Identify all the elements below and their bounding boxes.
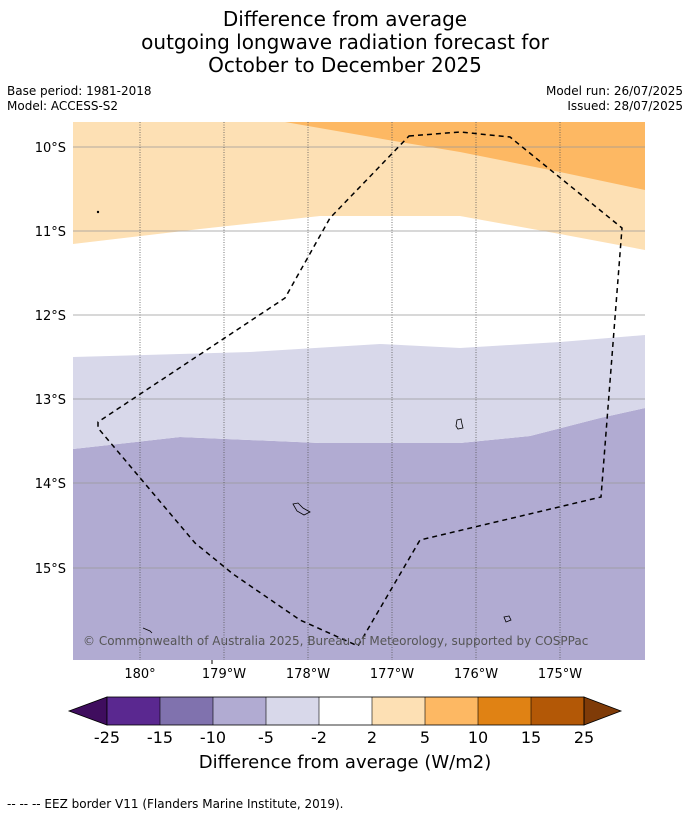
colorbar-tick: 5 — [420, 728, 430, 747]
colorbar-tick: 25 — [574, 728, 594, 747]
title-line-2: outgoing longwave radiation forecast for — [141, 30, 549, 54]
colorbar-swatch — [107, 697, 160, 725]
lat-label: 12°S — [35, 309, 66, 324]
latitude-labels: 10°S 11°S 12°S 13°S 14°S 15°S — [35, 141, 66, 577]
copyright-notice: © Commonwealth of Australia 2025, Bureau… — [83, 634, 588, 648]
colorbar-tick: -2 — [311, 728, 327, 747]
lon-label: 176°W — [454, 667, 498, 682]
colorbar-label: Difference from average (W/m2) — [198, 752, 492, 773]
lon-label: 175°W — [538, 667, 582, 682]
model-name: Model: ACCESS-S2 — [7, 99, 119, 113]
band-5-to-10 — [285, 122, 645, 190]
latitude-gridlines — [73, 146, 645, 569]
lat-label: 14°S — [35, 477, 66, 492]
eez-border — [97, 131, 623, 647]
map-area: © Commonwealth of Australia 2025, Bureau… — [73, 122, 645, 660]
title-line-3: October to December 2025 — [208, 53, 482, 77]
longitude-labels: 180° 179°W 178°W 177°W 176°W 175°W — [124, 667, 582, 682]
lat-label: 10°S — [35, 141, 66, 156]
colorbar-swatch — [531, 697, 584, 725]
colorbar-ticks: -25 -15 -10 -5 -2 2 5 10 15 25 — [94, 728, 594, 747]
lat-label: 13°S — [35, 393, 66, 408]
colorbar-tick: -5 — [258, 728, 274, 747]
lat-label: 15°S — [35, 562, 66, 577]
colorbar-swatch — [213, 697, 266, 725]
lon-label: 178°W — [286, 667, 330, 682]
model-run: Model run: 26/07/2025 — [545, 84, 683, 98]
lon-label: 179°W — [202, 667, 246, 682]
colorbar-swatch — [266, 697, 319, 725]
colorbar-swatch — [319, 697, 372, 725]
issued-date: Issued: 28/07/2025 — [567, 99, 683, 113]
colorbar-tick: 10 — [468, 728, 488, 747]
colorbar-extend-low — [67, 696, 108, 726]
lon-label: 180° — [124, 667, 155, 682]
colorbar-tick: -15 — [147, 728, 173, 747]
colorbar-tick: 2 — [367, 728, 377, 747]
colorbar-swatch — [425, 697, 478, 725]
colorbar-swatch — [160, 697, 213, 725]
meta-left: Base period: 1981-2018 Model: ACCESS-S2 — [7, 84, 152, 114]
lat-label: 11°S — [35, 225, 66, 240]
base-period: Base period: 1981-2018 — [7, 84, 152, 98]
colorbar-swatch — [372, 697, 425, 725]
colorbar-swatch — [478, 697, 531, 725]
colorbar-extend-high — [583, 696, 623, 726]
colorbar-tick: 15 — [521, 728, 541, 747]
lon-label: 177°W — [370, 667, 414, 682]
title-line-1: Difference from average — [222, 7, 468, 31]
longitude-gridlines — [139, 122, 561, 660]
meta-right: Model run: 26/07/2025 Issued: 28/07/2025 — [546, 84, 683, 114]
colorbar-tick: -10 — [200, 728, 226, 747]
colorbar-tick: -25 — [94, 728, 120, 747]
band-minus-10-to-minus-5 — [73, 408, 645, 660]
band-minus-5-to-minus-2 — [73, 335, 645, 449]
eez-legend: -- -- -- EEZ border V11 (Flanders Marine… — [7, 797, 344, 811]
map-title: Difference from average outgoing longwav… — [0, 8, 690, 77]
islands — [96, 210, 512, 634]
colorbar: -25 -15 -10 -5 -2 2 5 10 15 25 — [67, 696, 623, 747]
